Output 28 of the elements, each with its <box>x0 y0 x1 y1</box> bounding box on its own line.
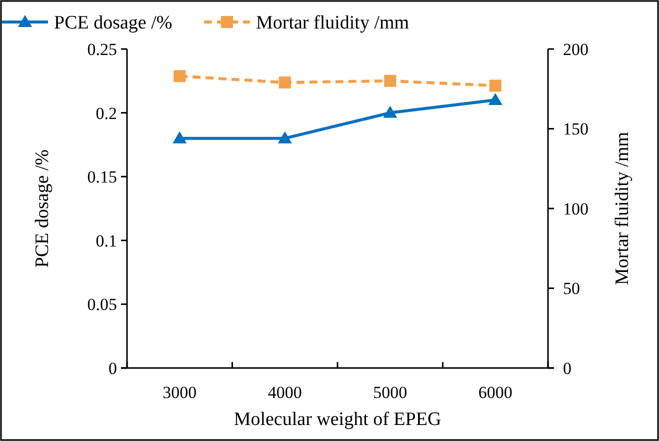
point <box>172 131 187 144</box>
y2-tick-label: 150 <box>563 120 588 139</box>
point <box>383 106 398 118</box>
y-tick-label: 0 <box>108 358 117 378</box>
x-tick-label: 3000 <box>162 383 197 402</box>
y2-tick-label: 100 <box>563 199 588 218</box>
y-tick-label: 0.05 <box>87 295 117 314</box>
x-axis-title: Molecular weight of EPEG <box>234 409 442 430</box>
point <box>174 70 186 82</box>
point <box>278 131 292 144</box>
y2-tick-label: 50 <box>563 279 580 298</box>
y2-tick-label: 200 <box>563 40 588 59</box>
x-tick-label: 5000 <box>373 383 408 402</box>
x-tick-label: 4000 <box>268 383 302 402</box>
y-tick-label: 0.25 <box>87 40 117 59</box>
point <box>278 76 291 88</box>
y-tick-label: 0.2 <box>96 104 117 123</box>
point <box>384 74 396 87</box>
y2-tick-label: 0 <box>563 358 572 378</box>
point <box>489 80 502 92</box>
legend-label: PCE dosage /% <box>54 12 172 34</box>
y-tick-label: 0.1 <box>96 231 117 250</box>
point <box>488 93 502 106</box>
y-axis-title: PCE dosage /% <box>32 149 53 268</box>
legend-label: Mortar fluidity /mm <box>256 12 410 34</box>
x-tick-label: 6000 <box>478 383 512 402</box>
y2-axis-title: Mortar fluidity /mm <box>612 132 633 286</box>
y-tick-label: 0.15 <box>87 168 117 187</box>
